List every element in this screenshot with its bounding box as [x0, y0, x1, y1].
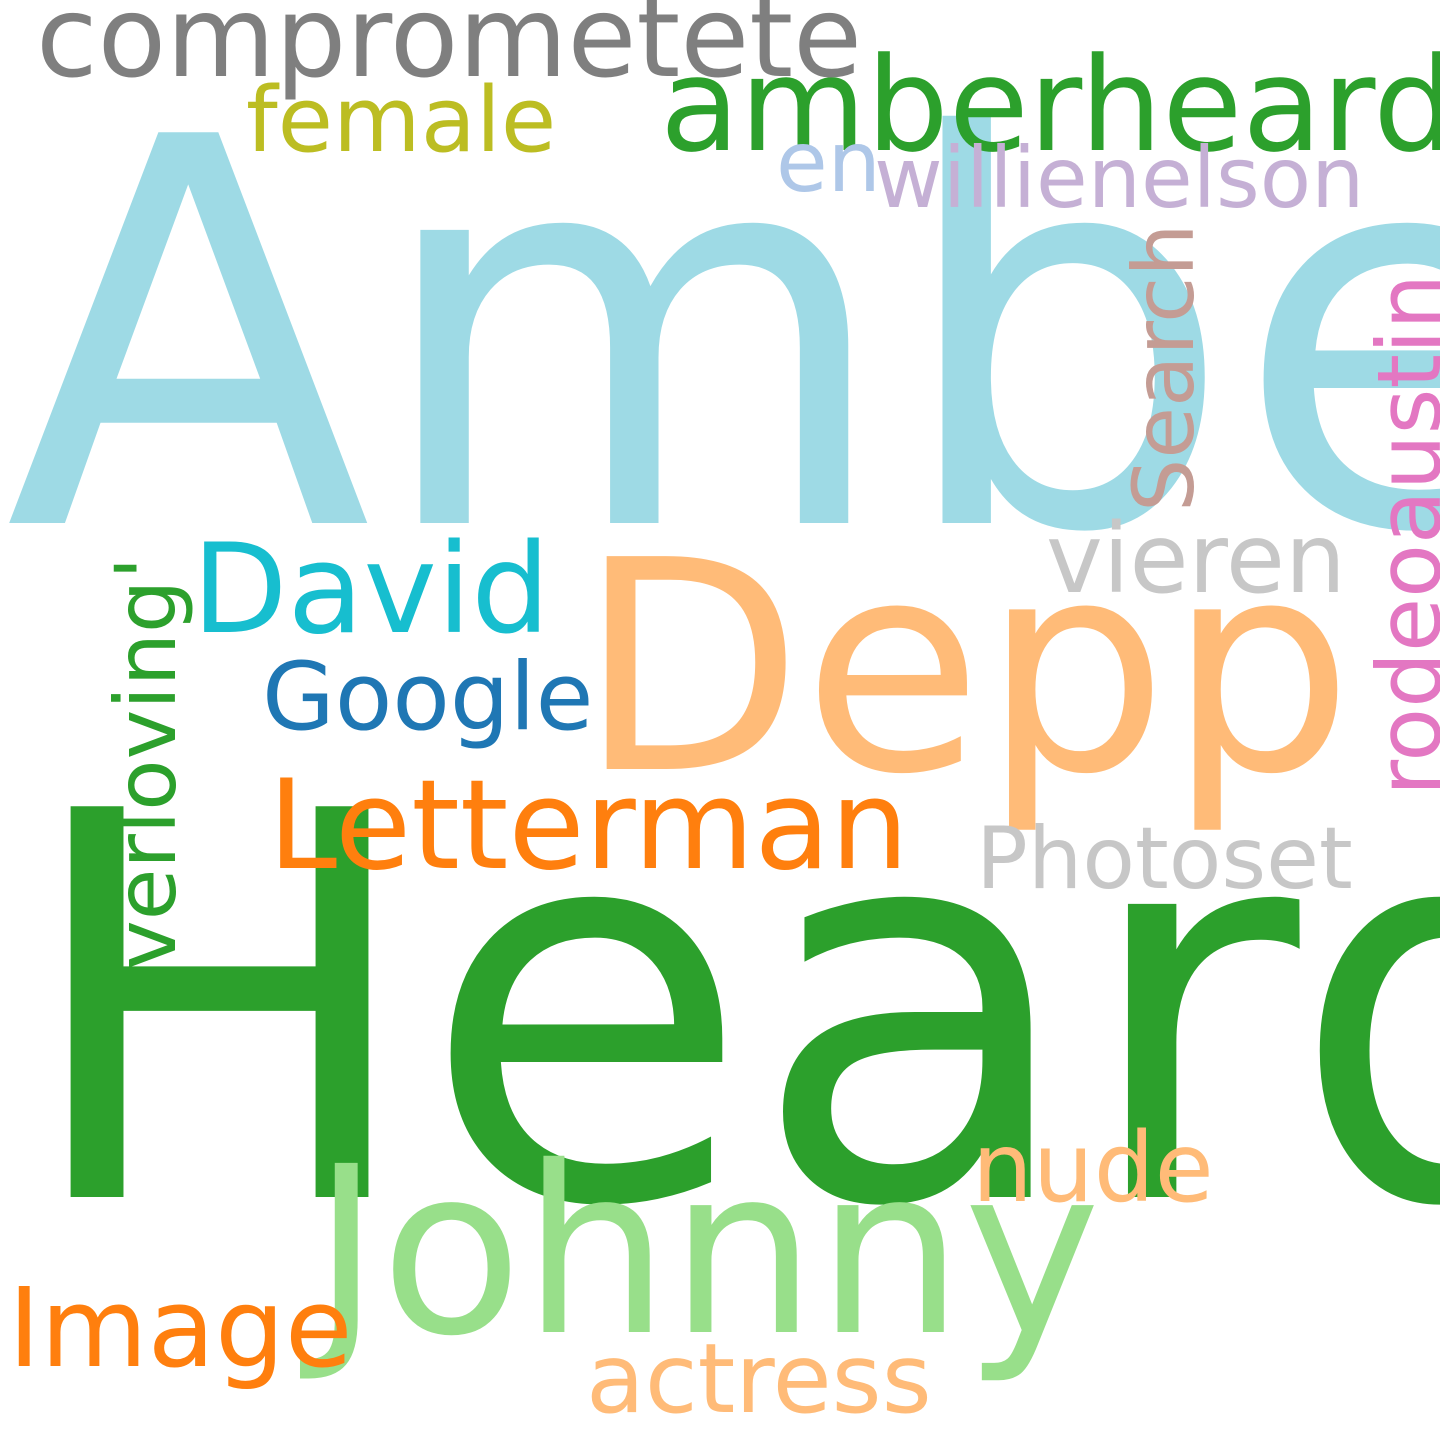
word-david: David: [192, 518, 551, 662]
word-google: Google: [262, 643, 594, 752]
word-rodeoaustin: rodeoaustin: [1358, 273, 1440, 796]
word-female: female: [246, 68, 557, 173]
word-amberheard: amberheard: [660, 29, 1440, 181]
word-photoset: Photoset: [976, 809, 1353, 909]
word-depp: Depp: [578, 498, 1354, 838]
word-johnny: Johnny: [312, 1117, 1101, 1387]
word-actress: actress: [586, 1323, 932, 1435]
word-verloving: verloving': [97, 556, 195, 970]
word-en: en: [776, 113, 881, 211]
word-willienelson: willienelson: [874, 129, 1365, 227]
word-heard: Heard: [18, 700, 1440, 1324]
word-letterman: Letterman: [268, 754, 909, 898]
word-image: Image: [8, 1264, 353, 1392]
word-comprometete: comprometete: [36, 0, 863, 103]
word-search: Search: [1115, 223, 1213, 512]
word-nude: nude: [972, 1112, 1214, 1224]
word-amber: Amber: [5, 26, 1440, 650]
word-vieren: vieren: [1046, 503, 1346, 615]
